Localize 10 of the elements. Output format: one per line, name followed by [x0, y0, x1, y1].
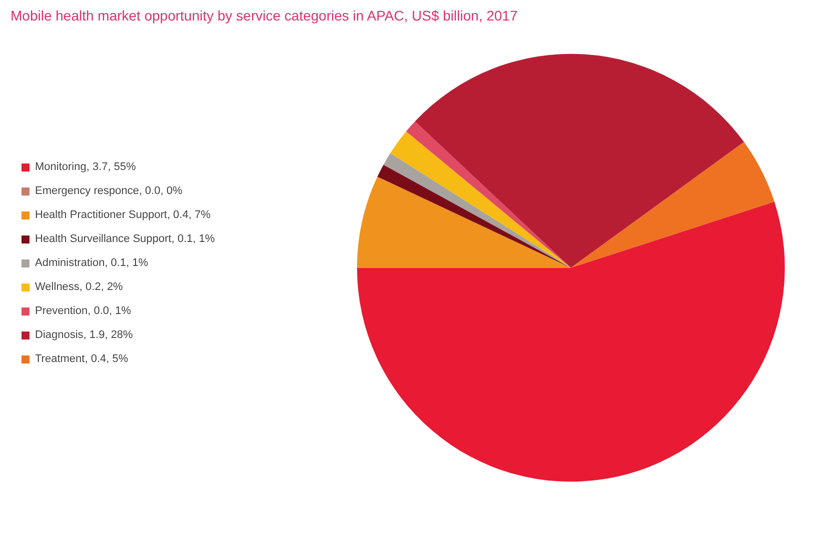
- legend-label: Monitoring, 3.7, 55%: [35, 161, 136, 173]
- chart-title: Mobile health market opportunity by service categories in APAC, US$ billion, 2017: [10, 8, 518, 24]
- legend-label: Health Surveillance Support, 0.1, 1%: [35, 233, 215, 245]
- legend-label: Health Practitioner Support, 0.4, 7%: [35, 209, 210, 221]
- legend-label: Treatment, 0.4, 5%: [35, 353, 128, 365]
- legend-label: Diagnosis, 1.9, 28%: [35, 329, 133, 341]
- legend-label: Emergency responce, 0.0, 0%: [35, 185, 182, 197]
- legend-label: Prevention, 0.0, 1%: [35, 305, 132, 317]
- legend-label: Wellness, 0.2, 2%: [35, 281, 123, 293]
- legend-label: Administration, 0.1, 1%: [35, 257, 148, 269]
